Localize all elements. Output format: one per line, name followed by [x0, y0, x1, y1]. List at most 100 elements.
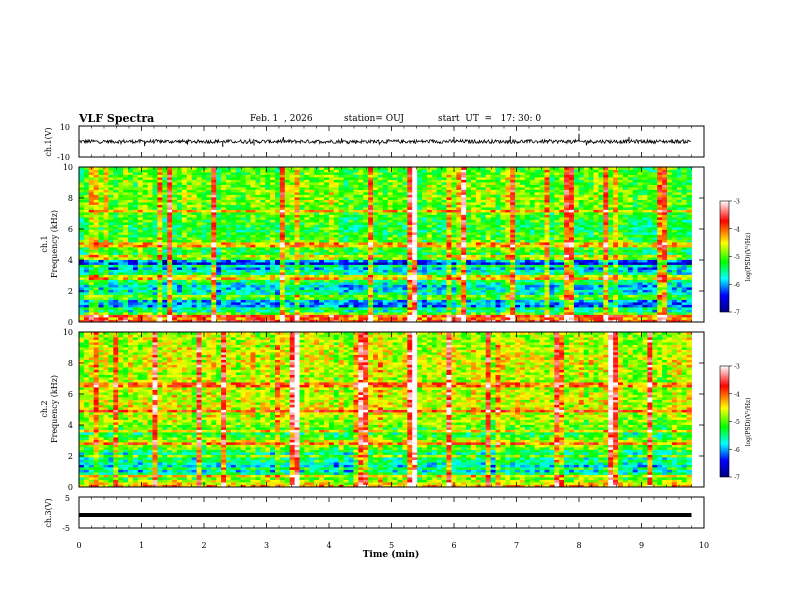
spectrogram-cell — [564, 279, 570, 283]
spectrogram-cell — [637, 294, 643, 298]
spectrogram-cell — [431, 232, 438, 235]
spectrogram-cell — [221, 302, 227, 305]
spectrogram-cell — [608, 239, 614, 243]
spectrogram-cell — [221, 287, 227, 290]
spectrogram-cell — [569, 292, 575, 295]
spectrogram-cell — [431, 292, 438, 295]
spectrogram-cell — [230, 289, 237, 293]
spectrogram-cell — [128, 309, 134, 313]
spectrogram-cell — [529, 237, 536, 240]
spectrogram-cell — [206, 262, 212, 265]
spectrogram-cell — [191, 254, 197, 258]
spectrogram-cell — [402, 289, 408, 293]
spectrogram-cell — [186, 244, 193, 248]
spectrogram-cell — [206, 227, 212, 230]
spectrogram-cell — [569, 274, 575, 278]
spectrogram-cell — [177, 257, 183, 260]
spectrogram-cell — [270, 319, 276, 323]
spectrogram-cell — [363, 319, 369, 323]
spectrogram-cell — [662, 309, 668, 313]
spectrogram-cell — [221, 314, 227, 318]
spectrogram-cell — [98, 312, 104, 315]
spectrogram-cell — [343, 274, 349, 278]
spectrogram-cell — [456, 277, 462, 280]
spectrogram-cell — [373, 314, 379, 318]
spectrogram-cell — [681, 269, 687, 273]
spectrogram-cell — [426, 244, 433, 248]
spectrogram-cell — [113, 294, 119, 298]
spectrogram-cell — [456, 232, 462, 235]
spectrogram-cell — [368, 312, 374, 315]
spectrogram-cell — [495, 254, 501, 258]
spectrogram-cell — [642, 259, 648, 263]
spectrogram-cell — [588, 269, 594, 273]
spectrogram-cell — [475, 237, 482, 240]
spectrogram-cell — [289, 264, 295, 268]
spectrogram-cell — [667, 314, 673, 318]
spectrogram-cell — [343, 284, 349, 288]
spectrogram-cell — [338, 277, 344, 280]
spectrogram-cell — [88, 229, 95, 233]
spectrogram-cell — [426, 239, 433, 243]
spectrogram-cell — [304, 269, 310, 273]
spectrogram-cell — [363, 279, 369, 283]
spectrogram-cell — [324, 234, 330, 238]
spectrogram-cell — [475, 317, 482, 320]
spectrogram-cell — [226, 319, 232, 323]
spectrogram-cell — [333, 254, 340, 258]
spectrogram-cell — [632, 314, 638, 318]
spectrogram-cell — [368, 299, 374, 303]
spectrogram-cell — [471, 282, 477, 285]
spectrogram-cell — [373, 227, 379, 230]
spectrogram-cell — [564, 289, 570, 293]
spectrogram-cell — [417, 242, 423, 245]
spectrogram-cell — [387, 224, 393, 228]
spectrogram-cell — [270, 307, 276, 310]
spectrogram-cell — [510, 294, 516, 298]
spectrogram-cell — [642, 262, 648, 265]
spectrogram-cell — [216, 314, 222, 318]
spectrogram-cell — [495, 252, 501, 255]
spectrogram-cell — [613, 294, 619, 298]
spectrogram-cell — [93, 232, 99, 235]
spectrogram-cell — [93, 289, 99, 293]
spectrogram-cell — [113, 264, 119, 268]
spectrogram-cell — [338, 264, 344, 268]
spectrogram-cell — [201, 237, 207, 240]
spectrogram-cell — [598, 282, 604, 285]
spectrogram-cell — [250, 312, 256, 315]
spectrogram-cell — [573, 234, 580, 238]
spectrogram-cell — [128, 279, 134, 283]
spectrogram-cell — [314, 314, 320, 318]
spectrogram-cell — [652, 297, 658, 300]
spectrogram-cell — [270, 234, 276, 238]
spectrogram-cell — [524, 284, 531, 288]
spectrogram-cell — [490, 232, 496, 235]
spectrogram-cell — [686, 307, 692, 310]
spectrogram-cell — [206, 239, 212, 243]
spectrogram-cell — [417, 299, 423, 303]
spectrogram-cell — [162, 292, 168, 295]
spectrogram-cell — [622, 302, 629, 305]
spectrogram-cell — [490, 264, 496, 268]
spectrogram-cell — [304, 234, 310, 238]
spectrogram-cell — [657, 274, 663, 278]
spectrogram-cell — [113, 249, 119, 253]
spectrogram-cell — [250, 254, 256, 258]
spectrogram-cell — [441, 272, 447, 275]
spectrogram-cell — [167, 319, 173, 323]
spectrogram-cell — [137, 284, 144, 288]
spectrogram-cell — [583, 299, 589, 303]
spectrogram-cell — [569, 289, 575, 293]
spectrogram-cell — [270, 272, 276, 275]
spectrogram-cell — [539, 239, 545, 243]
spectrogram-cell — [191, 267, 197, 270]
spectrogram-cell — [142, 242, 148, 245]
spectrogram-cell — [407, 274, 413, 278]
spectrogram-cell — [632, 259, 638, 263]
spectrogram-cell — [662, 269, 668, 273]
spectrogram-cell — [216, 299, 222, 303]
spectrogram-cell — [221, 264, 227, 268]
spectrogram-cell — [681, 294, 687, 298]
spectrogram-cell — [93, 302, 99, 305]
